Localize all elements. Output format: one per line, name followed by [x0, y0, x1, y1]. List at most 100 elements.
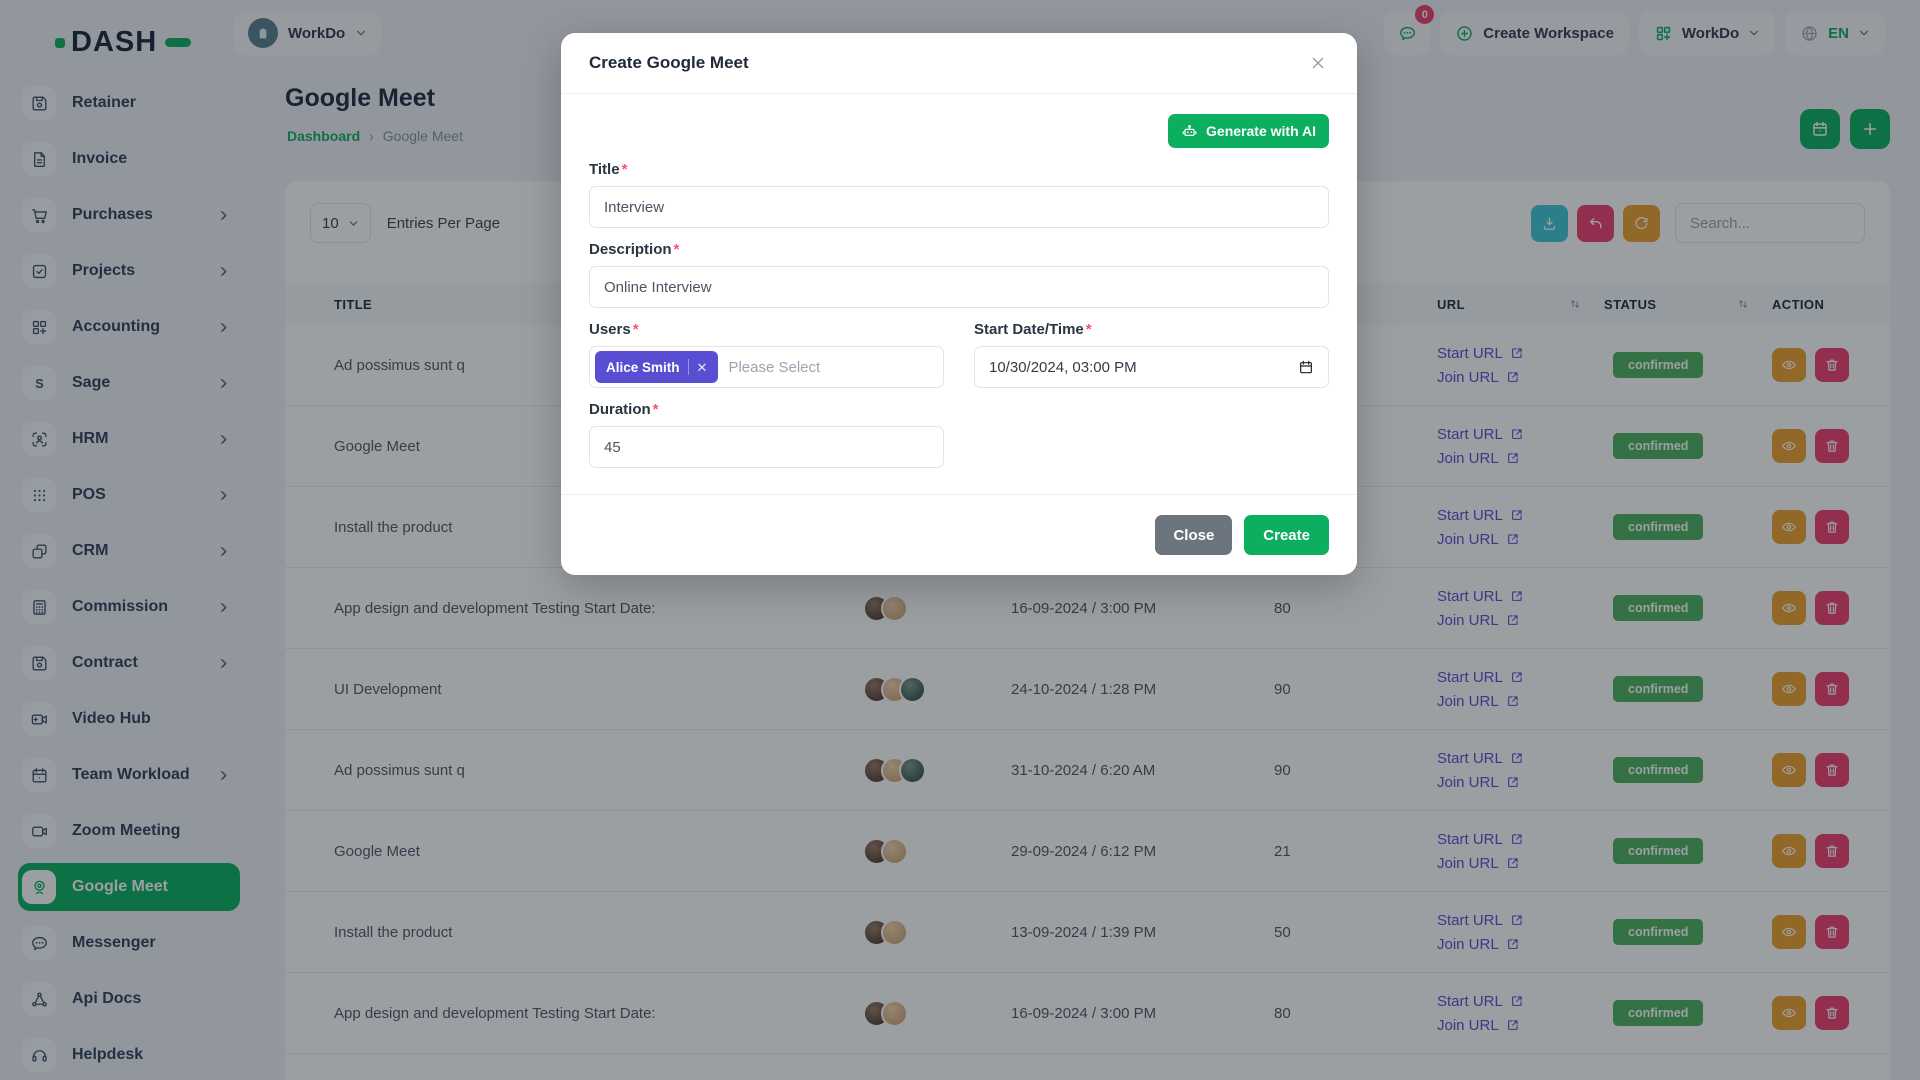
join-url-link[interactable]: Join URL [1437, 531, 1604, 548]
meeting-users-cell [845, 918, 1005, 946]
view-button[interactable] [1772, 429, 1806, 463]
delete-button[interactable] [1815, 672, 1849, 706]
workspace-selector[interactable]: WorkDo [234, 11, 382, 55]
close-button[interactable]: Close [1155, 515, 1233, 555]
sidebar-item-google-meet[interactable]: Google Meet [18, 863, 240, 911]
sidebar-item-commission[interactable]: Commission [18, 583, 240, 631]
start-url-link[interactable]: Start URL [1437, 345, 1604, 362]
notifications-button[interactable]: 0 [1384, 5, 1435, 55]
sidebar-item-label: Team Workload [72, 766, 190, 783]
view-button[interactable] [1772, 915, 1806, 949]
meeting-users-cell [845, 837, 1005, 865]
sidebar-item-hrm[interactable]: HRM [18, 415, 240, 463]
start-url-link[interactable]: Start URL [1437, 669, 1604, 686]
join-url-link[interactable]: Join URL [1437, 855, 1604, 872]
sidebar-item-sage[interactable]: S Sage [18, 359, 240, 407]
sidebar-item-contract[interactable]: Contract [18, 639, 240, 687]
start-url-link[interactable]: Start URL [1437, 426, 1604, 443]
delete-button[interactable] [1815, 510, 1849, 544]
generate-with-ai-button[interactable]: Generate with AI [1168, 114, 1329, 148]
start-url-link[interactable]: Start URL [1437, 831, 1604, 848]
join-url-link[interactable]: Join URL [1437, 936, 1604, 953]
breadcrumb-home-link[interactable]: Dashboard [287, 128, 361, 144]
meeting-duration-cell: 80 [1274, 599, 1291, 617]
export-download-button[interactable] [1531, 204, 1568, 242]
sort-icon[interactable] [1568, 297, 1582, 311]
chevron-right-icon [217, 433, 230, 446]
start-url-link[interactable]: Start URL [1437, 912, 1604, 929]
page-actions [1800, 109, 1890, 149]
sidebar-item-video-hub[interactable]: Video Hub [18, 695, 240, 743]
sort-icon[interactable] [1736, 297, 1750, 311]
view-button[interactable] [1772, 996, 1806, 1030]
language-selector[interactable]: EN [1785, 11, 1885, 55]
search-input[interactable] [1675, 203, 1865, 243]
delete-button[interactable] [1815, 753, 1849, 787]
delete-button[interactable] [1815, 591, 1849, 625]
view-button[interactable] [1772, 672, 1806, 706]
join-url-link[interactable]: Join URL [1437, 1017, 1604, 1034]
table-row: App design and development Testing Start… [285, 973, 1890, 1054]
create-button[interactable]: Create [1244, 515, 1329, 555]
view-button[interactable] [1772, 510, 1806, 544]
sidebar-item-zoom-meeting[interactable]: Zoom Meeting [18, 807, 240, 855]
sidebar-item-pos[interactable]: POS [18, 471, 240, 519]
meeting-status-cell: confirmed [1604, 1000, 1772, 1026]
title-input[interactable] [589, 186, 1329, 228]
view-button[interactable] [1772, 753, 1806, 787]
contract-icon [22, 646, 56, 680]
join-url-link[interactable]: Join URL [1437, 693, 1604, 710]
sidebar-item-purchases[interactable]: Purchases [18, 191, 240, 239]
user-avatar [899, 675, 926, 703]
start-url-link[interactable]: Start URL [1437, 750, 1604, 767]
description-input[interactable] [589, 266, 1329, 308]
sidebar-item-messenger[interactable]: Messenger [18, 919, 240, 967]
user-avatar [881, 837, 908, 865]
create-workspace-button[interactable]: Create Workspace [1440, 11, 1629, 55]
users-multiselect[interactable]: Alice Smith ✕ Please Select [589, 346, 944, 388]
sidebar-item-label: Api Docs [72, 990, 142, 1007]
delete-button[interactable] [1815, 915, 1849, 949]
start-datetime-value: 10/30/2024, 03:00 PM [989, 358, 1137, 376]
delete-button[interactable] [1815, 348, 1849, 382]
duration-input[interactable] [589, 426, 944, 468]
modal-close-button[interactable] [1307, 52, 1329, 74]
sidebar-item-api-docs[interactable]: Api Docs [18, 975, 240, 1023]
sidebar-item-invoice[interactable]: Invoice [18, 135, 240, 183]
remove-user-icon[interactable]: ✕ [696, 359, 708, 375]
calendar-view-button[interactable] [1800, 109, 1840, 149]
entries-per-page-select[interactable]: 10 [310, 203, 371, 243]
status-badge: confirmed [1613, 919, 1704, 945]
team-workload-icon [22, 758, 56, 792]
delete-button[interactable] [1815, 834, 1849, 868]
sidebar-item-team-workload[interactable]: Team Workload [18, 751, 240, 799]
start-datetime-input[interactable]: 10/30/2024, 03:00 PM [974, 346, 1329, 388]
view-button[interactable] [1772, 591, 1806, 625]
start-url-link[interactable]: Start URL [1437, 507, 1604, 524]
add-meeting-button[interactable] [1850, 109, 1890, 149]
language-label: EN [1828, 24, 1849, 42]
sidebar-item-projects[interactable]: Projects [18, 247, 240, 295]
view-button[interactable] [1772, 834, 1806, 868]
join-url-link[interactable]: Join URL [1437, 612, 1604, 629]
required-asterisk: * [632, 321, 639, 338]
duration-field-label: Duration * [589, 401, 659, 418]
sidebar-item-helpdesk[interactable]: Helpdesk [18, 1031, 240, 1079]
calendar-icon [1300, 360, 1312, 374]
start-url-link[interactable]: Start URL [1437, 588, 1604, 605]
view-button[interactable] [1772, 348, 1806, 382]
refresh-button[interactable] [1623, 204, 1660, 242]
sidebar-item-crm[interactable]: CRM [18, 527, 240, 575]
reset-filter-button[interactable] [1577, 204, 1614, 242]
delete-button[interactable] [1815, 429, 1849, 463]
chevron-down-icon [1858, 27, 1870, 39]
join-url-link[interactable]: Join URL [1437, 774, 1604, 791]
app-switcher-button[interactable]: WorkDo [1638, 11, 1776, 55]
start-url-link[interactable]: Start URL [1437, 993, 1604, 1010]
app-logo: DASH [55, 28, 192, 57]
sidebar-item-retainer[interactable]: Retainer [18, 79, 240, 127]
delete-button[interactable] [1815, 996, 1849, 1030]
join-url-link[interactable]: Join URL [1437, 369, 1604, 386]
join-url-link[interactable]: Join URL [1437, 450, 1604, 467]
sidebar-item-accounting[interactable]: Accounting [18, 303, 240, 351]
